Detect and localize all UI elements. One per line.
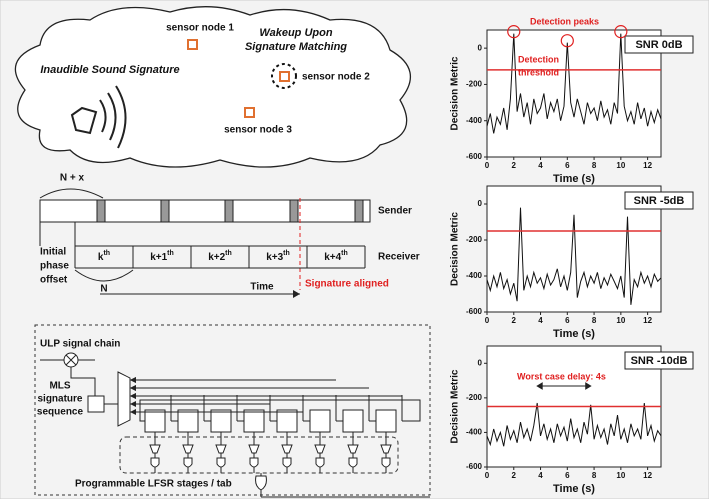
tap-and bbox=[250, 458, 258, 467]
slot-sup: th bbox=[341, 250, 348, 257]
x-tick-label: 8 bbox=[592, 471, 597, 480]
x-tick-label: 2 bbox=[512, 161, 517, 170]
x-tick-label: 12 bbox=[643, 161, 652, 170]
annotation: Worst case delay: 4s bbox=[517, 371, 606, 381]
x-tick-label: 12 bbox=[643, 471, 652, 480]
mux bbox=[118, 372, 130, 426]
wakeup-label: Signature Matching bbox=[245, 41, 347, 53]
y-axis-label: Decision Metric bbox=[450, 212, 461, 286]
x-tick-label: 12 bbox=[643, 316, 652, 325]
receiver-label: Receiver bbox=[378, 252, 420, 263]
node-icon bbox=[188, 40, 197, 49]
slot-sup: th bbox=[103, 250, 110, 257]
y-tick-label: -200 bbox=[466, 393, 483, 402]
x-tick-label: 4 bbox=[538, 316, 543, 325]
x-tick-label: 4 bbox=[538, 471, 543, 480]
snr-label: SNR 0dB bbox=[635, 39, 682, 51]
annotation: threshold bbox=[518, 67, 559, 77]
wakeup-label: Wakeup Upon bbox=[259, 27, 332, 39]
slot-sup: th bbox=[283, 250, 290, 257]
x-tick-label: 6 bbox=[565, 316, 570, 325]
register bbox=[376, 410, 396, 432]
chain-label: ULP signal chain bbox=[40, 339, 120, 350]
offset-label: Initial bbox=[40, 247, 66, 258]
mls-label: signature bbox=[37, 394, 82, 405]
y-tick-label: -400 bbox=[466, 271, 483, 280]
slot-sup: th bbox=[225, 250, 232, 257]
tap-and bbox=[283, 458, 291, 467]
y-tick-label: -600 bbox=[466, 307, 483, 316]
period-label: N + x bbox=[60, 173, 85, 184]
aligned-label: Signature aligned bbox=[305, 279, 389, 290]
slot-sup: th bbox=[167, 250, 174, 257]
sender-bar bbox=[40, 200, 370, 222]
slot-base: k+1 bbox=[150, 252, 167, 263]
annotation: Detection bbox=[518, 54, 559, 64]
slot-base: k+3 bbox=[266, 252, 283, 263]
x-tick-label: 10 bbox=[616, 471, 625, 480]
register bbox=[310, 410, 330, 432]
x-tick-label: 6 bbox=[565, 161, 570, 170]
tap-and bbox=[349, 458, 357, 467]
register bbox=[277, 410, 297, 432]
signature-label: Inaudible Sound Signature bbox=[40, 64, 179, 76]
x-tick-label: 4 bbox=[538, 161, 543, 170]
register bbox=[178, 410, 198, 432]
x-tick-label: 6 bbox=[565, 471, 570, 480]
x-tick-label: 2 bbox=[512, 316, 517, 325]
slot-base: k+4 bbox=[324, 252, 341, 263]
node-label: sensor node 1 bbox=[166, 23, 234, 34]
register bbox=[343, 410, 363, 432]
x-tick-label: 2 bbox=[512, 471, 517, 480]
y-tick-label: -400 bbox=[466, 428, 483, 437]
x-tick-label: 10 bbox=[616, 316, 625, 325]
snr-label: SNR -10dB bbox=[631, 355, 688, 367]
register bbox=[145, 410, 165, 432]
figure: Inaudible Sound Signature Wakeup Upon Si… bbox=[0, 0, 709, 499]
y-tick-label: 0 bbox=[478, 199, 483, 208]
y-tick-label: -600 bbox=[466, 462, 483, 471]
x-tick-label: 0 bbox=[485, 471, 490, 480]
y-tick-label: -200 bbox=[466, 80, 483, 89]
offset-label: offset bbox=[40, 275, 68, 286]
n-label: N bbox=[100, 284, 107, 295]
mls-label: sequence bbox=[37, 407, 84, 418]
x-axis-label: Time (s) bbox=[553, 328, 595, 340]
y-tick-label: -400 bbox=[466, 116, 483, 125]
tap-and bbox=[151, 458, 159, 467]
y-tick-label: -200 bbox=[466, 235, 483, 244]
tap-and bbox=[217, 458, 225, 467]
output-register bbox=[88, 396, 104, 412]
node-icon bbox=[280, 72, 289, 81]
x-tick-label: 0 bbox=[485, 161, 490, 170]
time-label: Time bbox=[250, 282, 274, 293]
annotation: Detection peaks bbox=[530, 16, 599, 26]
tap-and bbox=[184, 458, 192, 467]
x-tick-label: 8 bbox=[592, 161, 597, 170]
register bbox=[211, 410, 231, 432]
x-tick-label: 10 bbox=[616, 161, 625, 170]
x-tick-label: 8 bbox=[592, 316, 597, 325]
node-label: sensor node 3 bbox=[224, 125, 292, 136]
node-icon bbox=[245, 108, 254, 117]
sender-label: Sender bbox=[378, 206, 412, 217]
x-axis-label: Time (s) bbox=[553, 483, 595, 495]
register bbox=[244, 410, 264, 432]
y-axis-label: Decision Metric bbox=[450, 56, 461, 130]
x-axis-label: Time (s) bbox=[553, 173, 595, 185]
stages-label: Programmable LFSR stages / tab bbox=[75, 479, 232, 490]
offset-label: phase bbox=[40, 261, 69, 272]
tap-and bbox=[316, 458, 324, 467]
y-tick-label: 0 bbox=[478, 43, 483, 52]
x-tick-label: 0 bbox=[485, 316, 490, 325]
y-tick-label: 0 bbox=[478, 358, 483, 367]
snr-label: SNR -5dB bbox=[634, 195, 685, 207]
y-axis-label: Decision Metric bbox=[450, 369, 461, 443]
tap-and bbox=[382, 458, 390, 467]
node-label: sensor node 2 bbox=[302, 72, 370, 83]
y-tick-label: -600 bbox=[466, 152, 483, 161]
mls-label: MLS bbox=[49, 381, 70, 392]
slot-base: k+2 bbox=[208, 252, 225, 263]
